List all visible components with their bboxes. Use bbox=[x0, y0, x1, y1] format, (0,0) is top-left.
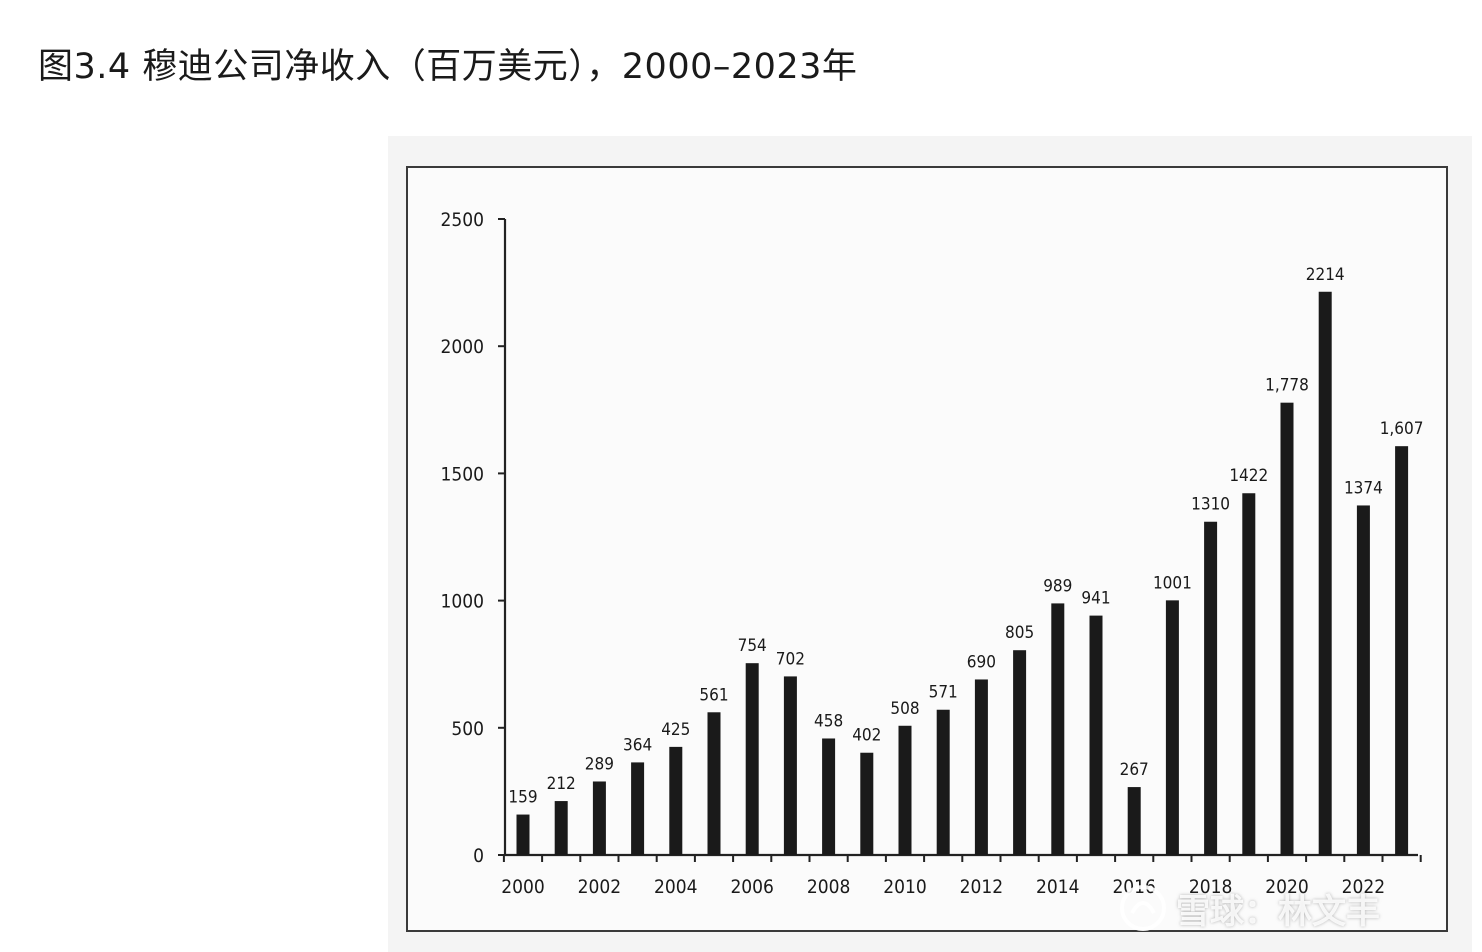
data-label-2017: 1001 bbox=[1153, 573, 1192, 593]
bar-2019 bbox=[1242, 493, 1256, 855]
chart-frame bbox=[406, 166, 1448, 932]
data-label-2021: 2214 bbox=[1306, 265, 1345, 285]
bar-2014 bbox=[1051, 603, 1065, 855]
y-tick-label: 1000 bbox=[441, 591, 485, 613]
watermark: 雪球：林文丰 bbox=[1118, 880, 1380, 936]
chart-data-labels: 159 212 289 364 425 561 754 702 458 402 508 571 690 8… bbox=[508, 265, 1423, 808]
bar-2021 bbox=[1318, 291, 1332, 855]
data-label-2011: 571 bbox=[929, 683, 958, 703]
page-title: 图3.4 穆迪公司净收入（百万美元），2000–2023年 bbox=[38, 47, 858, 87]
data-label-2003: 364 bbox=[623, 735, 652, 755]
bar-2004 bbox=[669, 746, 683, 855]
bar-2015 bbox=[1089, 615, 1103, 855]
x-tick-label-2010: 2010 bbox=[883, 876, 927, 898]
chart-bars bbox=[516, 291, 1409, 855]
data-label-2023: 1,607 bbox=[1380, 419, 1424, 439]
data-label-2013: 805 bbox=[1005, 623, 1034, 643]
y-tick-label: 0 bbox=[473, 845, 484, 867]
data-label-2002: 289 bbox=[585, 754, 614, 774]
x-tick-label-2020: 2020 bbox=[1265, 876, 1309, 898]
bar-2012 bbox=[974, 679, 988, 855]
data-label-2001: 212 bbox=[547, 774, 576, 794]
xueqiu-logo-icon bbox=[1120, 885, 1166, 931]
data-label-2019: 1422 bbox=[1229, 466, 1268, 486]
bar-2020 bbox=[1280, 402, 1294, 855]
bar-2001 bbox=[554, 801, 568, 855]
bar-2006 bbox=[745, 663, 759, 855]
bar-2010 bbox=[898, 725, 912, 855]
data-label-2009: 402 bbox=[852, 726, 881, 746]
x-tick-label-2006: 2006 bbox=[730, 876, 774, 898]
bar-2005 bbox=[707, 712, 721, 855]
bar-2000 bbox=[516, 814, 530, 855]
data-label-2005: 561 bbox=[699, 685, 728, 705]
data-label-2008: 458 bbox=[814, 711, 843, 731]
bar-2017 bbox=[1165, 600, 1179, 855]
data-label-2007: 702 bbox=[776, 649, 805, 669]
x-tick-label-2002: 2002 bbox=[578, 876, 622, 898]
data-label-2015: 941 bbox=[1081, 589, 1110, 609]
y-tick-label: 500 bbox=[451, 718, 484, 740]
data-label-2012: 690 bbox=[967, 652, 996, 672]
y-tick-label: 2500 bbox=[441, 209, 485, 231]
x-tick-label-2022: 2022 bbox=[1342, 876, 1386, 898]
x-tick-label-2012: 2012 bbox=[960, 876, 1004, 898]
data-label-2000: 159 bbox=[508, 788, 537, 808]
data-label-2014: 989 bbox=[1043, 576, 1072, 596]
x-tick-label-2014: 2014 bbox=[1036, 876, 1080, 898]
x-tick-label-2018: 2018 bbox=[1189, 876, 1233, 898]
y-tick-label: 1500 bbox=[441, 463, 485, 485]
bar-2009 bbox=[860, 752, 874, 855]
data-label-2022: 1374 bbox=[1344, 478, 1383, 498]
data-label-2004: 425 bbox=[661, 720, 690, 740]
data-label-2018: 1310 bbox=[1191, 495, 1230, 515]
x-tick-label-2008: 2008 bbox=[807, 876, 851, 898]
bar-2011 bbox=[936, 709, 950, 855]
x-tick-label-2000: 2000 bbox=[501, 876, 545, 898]
bar-2002 bbox=[592, 781, 606, 855]
data-label-2010: 508 bbox=[890, 699, 919, 719]
x-tick-label-2004: 2004 bbox=[654, 876, 698, 898]
y-tick-label: 2000 bbox=[441, 336, 485, 358]
bar-2003 bbox=[631, 762, 645, 855]
data-label-2020: 1,778 bbox=[1265, 376, 1309, 396]
y-axis-ticks: 0 500 1000 1500 2000 2500 bbox=[441, 209, 505, 867]
data-label-2016: 267 bbox=[1120, 760, 1149, 780]
x-axis-ticks: 2000 2002 2004 2006 2008 2010 2012 2014 2016 2018… bbox=[501, 855, 1422, 898]
bar-2022 bbox=[1356, 505, 1370, 855]
bar-2018 bbox=[1204, 521, 1218, 855]
bar-2023 bbox=[1395, 446, 1409, 855]
bar-2008 bbox=[822, 738, 836, 855]
bar-2013 bbox=[1013, 650, 1027, 855]
data-label-2006: 754 bbox=[738, 636, 767, 656]
watermark-text: 雪球：林文丰 bbox=[1176, 891, 1380, 932]
bar-2007 bbox=[783, 676, 797, 855]
bar-2016 bbox=[1127, 787, 1141, 855]
